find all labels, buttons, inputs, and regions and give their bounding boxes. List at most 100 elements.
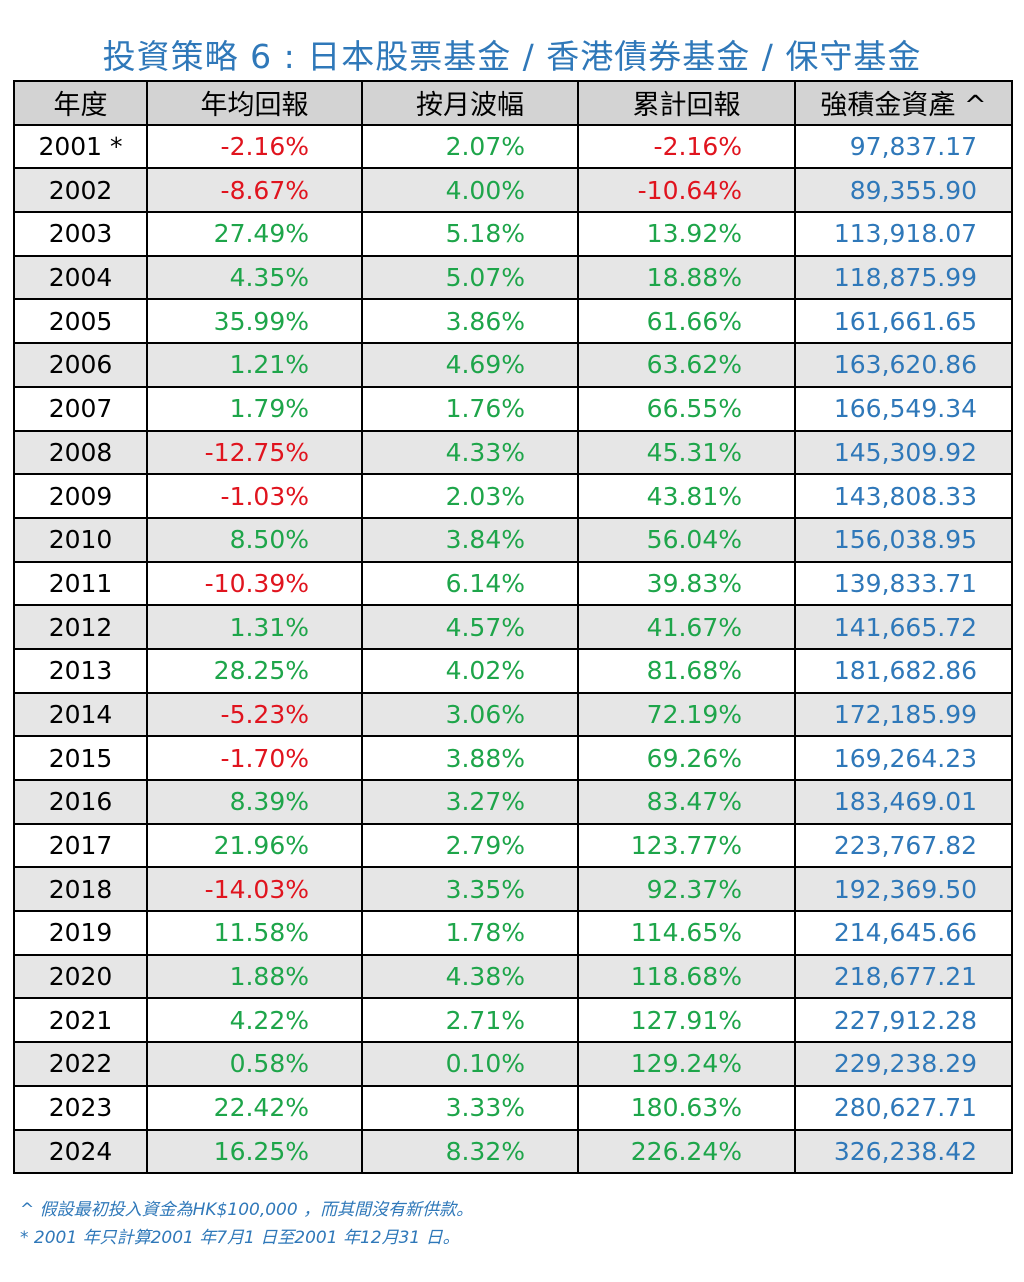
- cumulative-return-cell: 129.24%: [577, 1041, 796, 1087]
- volatility-cell: 4.57%: [361, 604, 579, 650]
- mpf-asset-cell: 172,185.99: [794, 691, 1013, 738]
- table-row: 2012 1.31% 4.57% 41.67% 141,665.72: [13, 604, 1013, 650]
- year-cell: 2007: [13, 385, 148, 432]
- table-row: 2003 27.49% 5.18% 13.92% 113,918.07: [13, 211, 1013, 257]
- table-row: 2017 21.96% 2.79% 123.77% 223,767.82: [13, 822, 1013, 869]
- volatility-cell: 3.33%: [361, 1084, 579, 1131]
- annual-return-cell: 21.96%: [146, 822, 363, 869]
- year-cell: 2011: [13, 560, 148, 607]
- year-cell: 2018: [13, 866, 148, 913]
- cumulative-return-cell: 114.65%: [577, 910, 796, 956]
- year-cell: 2013: [13, 647, 148, 694]
- cumulative-return-cell: 83.47%: [577, 779, 796, 825]
- annual-return-cell: 1.88%: [146, 953, 363, 1000]
- returns-table: 年度 年均回報 按月波幅 累計回報 強積金資產 ^ 2001 * -2.16% 2.…: [13, 80, 1013, 1175]
- header-mpf-assets: 強積金資產 ^: [794, 80, 1013, 126]
- year-cell: 2020: [13, 953, 148, 1000]
- year-cell: 2006: [13, 342, 148, 388]
- cumulative-return-cell: 180.63%: [577, 1084, 796, 1131]
- table-row: 2001 * -2.16% 2.07% -2.16% 97,837.17: [13, 123, 1013, 170]
- year-cell: 2019: [13, 910, 148, 956]
- volatility-cell: 3.88%: [361, 735, 579, 781]
- header-cumulative-return: 累計回報: [577, 80, 796, 126]
- annual-return-cell: 4.35%: [146, 254, 363, 301]
- annual-return-cell: -10.39%: [146, 560, 363, 607]
- annual-return-cell: -1.70%: [146, 735, 363, 781]
- year-cell: 2022: [13, 1041, 148, 1087]
- volatility-cell: 2.71%: [361, 997, 579, 1044]
- year-cell: 2023: [13, 1084, 148, 1131]
- year-cell: 2014: [13, 691, 148, 738]
- header-annual-return: 年均回報: [146, 80, 363, 126]
- mpf-asset-cell: 227,912.28: [794, 997, 1013, 1044]
- cumulative-return-cell: 66.55%: [577, 385, 796, 432]
- mpf-asset-cell: 143,808.33: [794, 473, 1013, 519]
- mpf-asset-cell: 229,238.29: [794, 1041, 1013, 1087]
- volatility-cell: 4.00%: [361, 167, 579, 214]
- cumulative-return-cell: 123.77%: [577, 822, 796, 869]
- volatility-cell: 6.14%: [361, 560, 579, 607]
- annual-return-cell: 1.79%: [146, 385, 363, 432]
- footnote-2001-period: * 2001 年只計算2001 年7月1 日至2001 年12月31 日。: [20, 1228, 460, 1248]
- cumulative-return-cell: 45.31%: [577, 429, 796, 476]
- year-cell: 2016: [13, 779, 148, 825]
- annual-return-cell: 1.21%: [146, 342, 363, 388]
- annual-return-cell: 28.25%: [146, 647, 363, 694]
- table-row: 2019 11.58% 1.78% 114.65% 214,645.66: [13, 910, 1013, 956]
- annual-return-cell: -1.03%: [146, 473, 363, 519]
- table-row: 2009 -1.03% 2.03% 43.81% 143,808.33: [13, 473, 1013, 519]
- year-cell: 2010: [13, 516, 148, 563]
- year-cell: 2015: [13, 735, 148, 781]
- annual-return-cell: -5.23%: [146, 691, 363, 738]
- mpf-asset-cell: 139,833.71: [794, 560, 1013, 607]
- mpf-asset-cell: 169,264.23: [794, 735, 1013, 781]
- mpf-asset-cell: 118,875.99: [794, 254, 1013, 301]
- table-row: 2014 -5.23% 3.06% 72.19% 172,185.99: [13, 691, 1013, 738]
- mpf-asset-cell: 97,837.17: [794, 123, 1013, 170]
- cumulative-return-cell: 92.37%: [577, 866, 796, 913]
- annual-return-cell: 27.49%: [146, 211, 363, 257]
- table-row: 2004 4.35% 5.07% 18.88% 118,875.99: [13, 254, 1013, 301]
- cumulative-return-cell: 118.68%: [577, 953, 796, 1000]
- annual-return-cell: 8.50%: [146, 516, 363, 563]
- table-row: 2011 -10.39% 6.14% 39.83% 139,833.71: [13, 560, 1013, 607]
- mpf-asset-cell: 218,677.21: [794, 953, 1013, 1000]
- volatility-cell: 3.06%: [361, 691, 579, 738]
- volatility-cell: 0.10%: [361, 1041, 579, 1087]
- mpf-asset-cell: 163,620.86: [794, 342, 1013, 388]
- cumulative-return-cell: -2.16%: [577, 123, 796, 170]
- table-row: 2008 -12.75% 4.33% 45.31% 145,309.92: [13, 429, 1013, 476]
- page-title: 投資策略 6 : 日本股票基金 / 香港債券基金 / 保守基金: [102, 37, 922, 76]
- table-row: 2016 8.39% 3.27% 83.47% 183,469.01: [13, 779, 1013, 825]
- table-row: 2002 -8.67% 4.00% -10.64% 89,355.90: [13, 167, 1013, 214]
- volatility-cell: 4.69%: [361, 342, 579, 388]
- volatility-cell: 1.76%: [361, 385, 579, 432]
- mpf-asset-cell: 89,355.90: [794, 167, 1013, 214]
- volatility-cell: 8.32%: [361, 1128, 579, 1175]
- year-cell: 2012: [13, 604, 148, 650]
- cumulative-return-cell: -10.64%: [577, 167, 796, 214]
- mpf-asset-cell: 223,767.82: [794, 822, 1013, 869]
- mpf-asset-cell: 141,665.72: [794, 604, 1013, 650]
- table-row: 2021 4.22% 2.71% 127.91% 227,912.28: [13, 997, 1013, 1044]
- cumulative-return-cell: 43.81%: [577, 473, 796, 519]
- annual-return-cell: 22.42%: [146, 1084, 363, 1131]
- year-cell: 2017: [13, 822, 148, 869]
- cumulative-return-cell: 81.68%: [577, 647, 796, 694]
- cumulative-return-cell: 41.67%: [577, 604, 796, 650]
- header-year: 年度: [13, 80, 148, 126]
- cumulative-return-cell: 13.92%: [577, 211, 796, 257]
- table-row: 2020 1.88% 4.38% 118.68% 218,677.21: [13, 953, 1013, 1000]
- volatility-cell: 1.78%: [361, 910, 579, 956]
- cumulative-return-cell: 63.62%: [577, 342, 796, 388]
- cumulative-return-cell: 39.83%: [577, 560, 796, 607]
- cumulative-return-cell: 226.24%: [577, 1128, 796, 1175]
- annual-return-cell: -12.75%: [146, 429, 363, 476]
- volatility-cell: 3.84%: [361, 516, 579, 563]
- cumulative-return-cell: 18.88%: [577, 254, 796, 301]
- volatility-cell: 2.03%: [361, 473, 579, 519]
- table-row: 2006 1.21% 4.69% 63.62% 163,620.86: [13, 342, 1013, 388]
- annual-return-cell: 4.22%: [146, 997, 363, 1044]
- year-cell: 2024: [13, 1128, 148, 1175]
- mpf-asset-cell: 145,309.92: [794, 429, 1013, 476]
